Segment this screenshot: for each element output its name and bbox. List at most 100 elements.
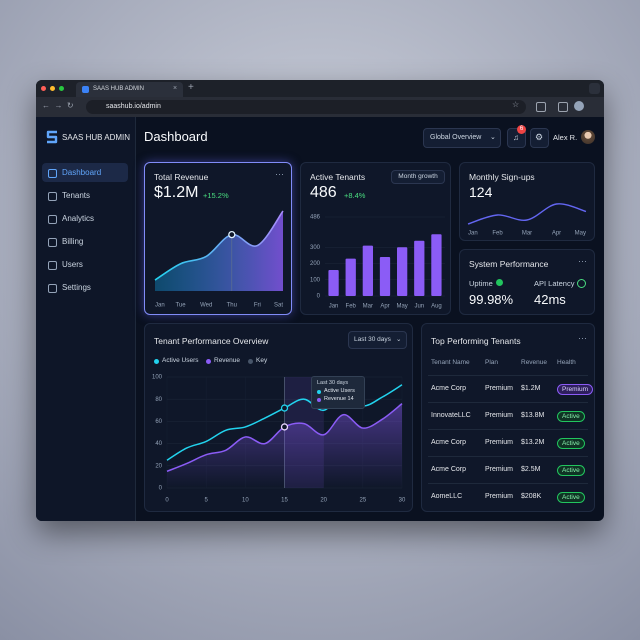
x-tick-label: Feb bbox=[346, 304, 357, 310]
x-tick-label: 20 bbox=[320, 498, 327, 504]
row-divider bbox=[428, 375, 588, 376]
x-tick-label: Mar bbox=[363, 304, 373, 310]
ext[interactable] bbox=[536, 102, 546, 112]
legend-swatch bbox=[248, 359, 253, 364]
nav-item[interactable]: Billing bbox=[62, 237, 84, 246]
y-tick-label: 80 bbox=[155, 397, 162, 403]
notification-count: 6 bbox=[517, 125, 526, 134]
nav-icon bbox=[48, 261, 57, 270]
x-tick-label: Thu bbox=[227, 303, 237, 309]
row-divider bbox=[428, 483, 588, 484]
y-tick-label: 0 bbox=[317, 294, 321, 300]
page-title: Dashboard bbox=[144, 129, 208, 144]
legend: Active Users Revenue Key bbox=[154, 357, 404, 367]
menu[interactable]: ··· bbox=[578, 256, 587, 266]
caret: ⌄ bbox=[396, 336, 402, 343]
x-tick-label: Feb bbox=[492, 231, 503, 237]
legend-label: Active Users bbox=[162, 357, 199, 364]
metric-value: 42ms bbox=[534, 292, 566, 307]
check bbox=[577, 279, 586, 288]
card-title: Tenant Performance Overview bbox=[154, 336, 269, 346]
highlight-point bbox=[280, 404, 289, 412]
line bbox=[467, 203, 587, 225]
cell: $2.5M bbox=[521, 466, 541, 473]
health-badge: Active bbox=[557, 492, 585, 503]
cell: Premium bbox=[485, 412, 514, 419]
gear: ⚙ bbox=[535, 132, 544, 142]
cell: AomeLLC bbox=[431, 493, 463, 500]
legend-swatch bbox=[154, 359, 159, 364]
bell-icon: ♫ bbox=[513, 133, 519, 142]
health-badge: Active bbox=[557, 438, 585, 449]
cell: $13.8M bbox=[521, 412, 545, 419]
top-tenants-card: Top Performing Tenants ··· Tenant Name Pl… bbox=[421, 323, 595, 512]
legend-label: Revenue bbox=[214, 357, 241, 364]
legend-label: Key bbox=[256, 357, 268, 364]
caret: ⌄ bbox=[490, 134, 496, 141]
settings-button[interactable]: ⚙ bbox=[530, 128, 549, 148]
star[interactable]: ☆ bbox=[512, 100, 520, 109]
tab-title: SAAS HUB ADMIN bbox=[93, 86, 145, 92]
nav-item[interactable]: Dashboard bbox=[62, 168, 102, 177]
column-header: Plan bbox=[485, 359, 499, 366]
column-header: Revenue bbox=[521, 359, 548, 366]
bar bbox=[362, 245, 373, 296]
check bbox=[496, 279, 503, 286]
cell: Premium bbox=[485, 466, 514, 473]
card-change: +15.2% bbox=[203, 191, 229, 200]
menu[interactable]: ··· bbox=[275, 169, 284, 179]
nav-item[interactable]: Settings bbox=[62, 283, 91, 292]
avatar[interactable] bbox=[581, 130, 595, 144]
y-tick-label: 100 bbox=[152, 375, 163, 381]
x-tick-label: Aug bbox=[431, 304, 442, 310]
card-title: Total Revenue bbox=[154, 172, 209, 182]
bar bbox=[379, 256, 391, 296]
x-tick-label: Jan bbox=[329, 304, 339, 310]
column-header: Tenant Name bbox=[431, 359, 470, 366]
tab-bar: SAAS HUB ADMIN × + bbox=[36, 80, 604, 97]
cell: InnovateLLC bbox=[431, 412, 471, 419]
close-dot[interactable] bbox=[41, 86, 46, 91]
x-tick-label: 10 bbox=[242, 498, 249, 504]
y-tick-label: 486 bbox=[310, 215, 321, 221]
tab[interactable]: SAAS HUB ADMIN × bbox=[76, 82, 183, 97]
legend-swatch bbox=[206, 359, 211, 364]
scope-select[interactable]: Global Overview ⌄ bbox=[423, 128, 501, 148]
nav-item[interactable]: Analytics bbox=[62, 214, 95, 223]
performance-chart: 0 20 40 60 80 100 0 5 10 15 20 25 30 bbox=[152, 375, 406, 504]
tenants-chart: 0 100 200 300 486 Jan Feb Mar Apr May Jun Aug bbox=[310, 215, 445, 310]
signups-card: Monthly Sign-ups 124 Jan Feb Mar Apr May bbox=[459, 162, 595, 241]
x-tick-label: Mar bbox=[522, 231, 532, 237]
min-dot[interactable] bbox=[50, 86, 55, 91]
tab-close[interactable]: × bbox=[173, 85, 178, 92]
new-tab[interactable]: + bbox=[188, 82, 194, 93]
growth-button[interactable]: Month growth bbox=[391, 170, 445, 184]
max-dot[interactable] bbox=[59, 86, 64, 91]
side[interactable] bbox=[558, 102, 568, 112]
nav-item[interactable]: Tenants bbox=[62, 191, 91, 200]
browser-window: SAAS HUB ADMIN × + ← → ↻ saashub.io/admi… bbox=[36, 80, 604, 521]
brand: SAAS HUB ADMIN bbox=[62, 133, 131, 142]
scope: Global Overview bbox=[430, 134, 482, 141]
tab-menu[interactable] bbox=[589, 83, 600, 94]
x-tick-label: Sat bbox=[274, 303, 283, 309]
profile[interactable] bbox=[574, 101, 584, 111]
tooltip: Last 30 days Active Users Revenue 14 bbox=[311, 376, 365, 409]
bar bbox=[328, 269, 339, 296]
nav-buttons[interactable]: ← → ↻ bbox=[42, 101, 74, 110]
nav-item[interactable]: Users bbox=[62, 260, 83, 269]
card-title: Monthly Sign-ups bbox=[469, 172, 535, 182]
range-select[interactable]: Last 30 days ⌄ bbox=[348, 331, 407, 349]
cell: $13.2M bbox=[521, 439, 545, 446]
revenue-card: Total Revenue $1.2M +15.2% ··· Jan Tue Wed… bbox=[144, 162, 292, 315]
menu[interactable]: ··· bbox=[578, 333, 587, 343]
url-field[interactable]: saashub.io/admin bbox=[86, 100, 526, 114]
tooltip-title: Last 30 days bbox=[317, 380, 349, 386]
tab-icon bbox=[82, 86, 89, 93]
x-tick-label: Wed bbox=[200, 303, 212, 309]
signups-chart: Jan Feb Mar Apr May bbox=[467, 203, 587, 237]
row-divider bbox=[428, 402, 588, 403]
user-name: Alex R. bbox=[553, 133, 578, 142]
tooltip-dot bbox=[317, 390, 321, 394]
